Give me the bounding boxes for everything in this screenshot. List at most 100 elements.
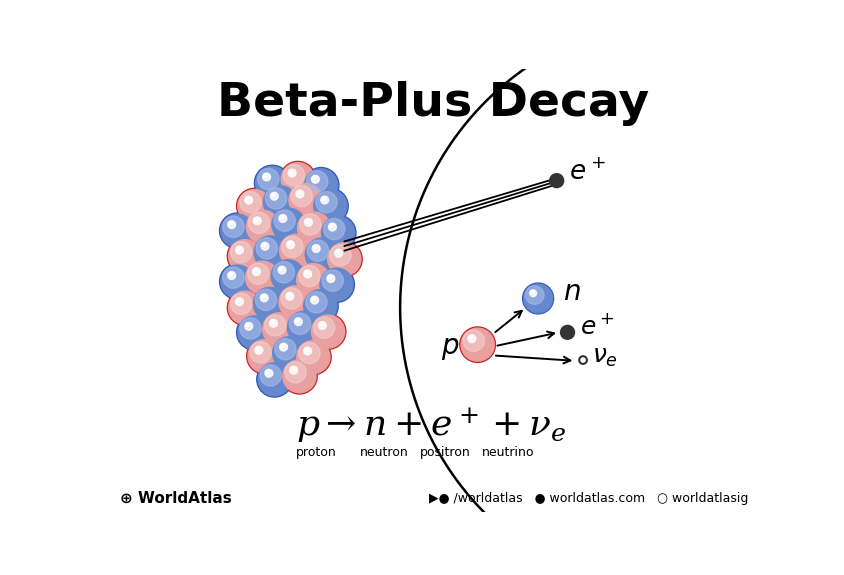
Circle shape bbox=[273, 336, 306, 370]
Text: $n$: $n$ bbox=[562, 278, 580, 306]
Text: ⊕ WorldAtlas: ⊕ WorldAtlas bbox=[120, 491, 231, 506]
Circle shape bbox=[220, 214, 254, 247]
Circle shape bbox=[237, 316, 271, 349]
Circle shape bbox=[290, 185, 312, 206]
Circle shape bbox=[312, 176, 316, 179]
Circle shape bbox=[236, 247, 240, 251]
Circle shape bbox=[303, 290, 337, 323]
Circle shape bbox=[240, 191, 261, 213]
Circle shape bbox=[320, 268, 353, 301]
Circle shape bbox=[270, 207, 306, 242]
Circle shape bbox=[311, 296, 318, 304]
Circle shape bbox=[279, 214, 286, 223]
Circle shape bbox=[254, 236, 287, 269]
Circle shape bbox=[236, 315, 272, 350]
Circle shape bbox=[270, 320, 274, 324]
Text: $p$: $p$ bbox=[440, 334, 458, 362]
Circle shape bbox=[327, 243, 360, 275]
Circle shape bbox=[302, 289, 338, 324]
Circle shape bbox=[296, 340, 329, 373]
Circle shape bbox=[269, 258, 306, 294]
Circle shape bbox=[230, 242, 252, 263]
Circle shape bbox=[305, 348, 308, 351]
Text: ▶● /worldatlas   ● worldatlas.com   ○ worldatlasig: ▶● /worldatlas ● worldatlas.com ○ worlda… bbox=[429, 492, 748, 505]
Text: Beta-Plus Decay: Beta-Plus Decay bbox=[216, 81, 648, 126]
Circle shape bbox=[287, 311, 320, 344]
Text: $p \rightarrow n + e^+ + \nu_e$: $p \rightarrow n + e^+ + \nu_e$ bbox=[295, 405, 565, 444]
Circle shape bbox=[287, 293, 290, 297]
Circle shape bbox=[529, 290, 536, 297]
Text: neutrino: neutrino bbox=[482, 446, 534, 459]
Circle shape bbox=[295, 319, 299, 322]
Circle shape bbox=[246, 197, 249, 201]
Circle shape bbox=[246, 261, 279, 294]
Circle shape bbox=[236, 298, 240, 302]
Circle shape bbox=[530, 290, 533, 293]
Circle shape bbox=[306, 171, 327, 192]
Circle shape bbox=[295, 190, 304, 198]
Circle shape bbox=[313, 317, 334, 338]
Circle shape bbox=[220, 265, 254, 298]
Circle shape bbox=[316, 191, 337, 213]
Text: $e^+$: $e^+$ bbox=[579, 315, 614, 339]
Circle shape bbox=[271, 260, 304, 293]
Circle shape bbox=[304, 237, 339, 273]
Circle shape bbox=[266, 370, 269, 374]
Circle shape bbox=[289, 183, 322, 216]
Circle shape bbox=[271, 335, 306, 371]
Circle shape bbox=[279, 343, 287, 351]
Circle shape bbox=[219, 264, 255, 299]
Circle shape bbox=[256, 167, 289, 200]
Circle shape bbox=[252, 268, 260, 275]
Circle shape bbox=[306, 219, 309, 223]
Circle shape bbox=[289, 313, 311, 335]
Circle shape bbox=[228, 291, 262, 324]
Circle shape bbox=[246, 323, 249, 327]
Circle shape bbox=[240, 318, 261, 339]
Circle shape bbox=[280, 344, 284, 347]
Circle shape bbox=[254, 165, 289, 201]
Circle shape bbox=[296, 263, 329, 297]
Circle shape bbox=[303, 167, 338, 203]
Circle shape bbox=[289, 366, 297, 374]
Circle shape bbox=[265, 187, 286, 209]
Circle shape bbox=[228, 221, 235, 229]
Circle shape bbox=[229, 273, 232, 276]
Circle shape bbox=[252, 286, 288, 321]
Circle shape bbox=[279, 267, 283, 270]
Circle shape bbox=[318, 321, 326, 329]
Circle shape bbox=[257, 363, 291, 396]
Circle shape bbox=[283, 360, 316, 393]
Circle shape bbox=[257, 362, 292, 397]
Circle shape bbox=[329, 224, 333, 227]
Circle shape bbox=[256, 237, 277, 259]
Circle shape bbox=[313, 246, 316, 249]
Text: $e^+$: $e^+$ bbox=[568, 160, 605, 186]
Circle shape bbox=[262, 173, 270, 181]
Circle shape bbox=[228, 271, 235, 279]
Circle shape bbox=[261, 242, 268, 250]
Circle shape bbox=[320, 215, 355, 251]
Circle shape bbox=[305, 238, 338, 271]
Circle shape bbox=[227, 290, 262, 325]
Circle shape bbox=[284, 362, 306, 383]
Circle shape bbox=[257, 168, 279, 190]
Circle shape bbox=[265, 369, 273, 377]
Circle shape bbox=[219, 213, 255, 248]
Circle shape bbox=[255, 346, 262, 354]
Circle shape bbox=[286, 241, 295, 248]
Circle shape bbox=[263, 186, 296, 218]
Circle shape bbox=[299, 266, 320, 287]
Circle shape bbox=[261, 294, 265, 298]
Circle shape bbox=[327, 275, 334, 282]
Circle shape bbox=[247, 263, 268, 285]
Circle shape bbox=[229, 221, 232, 225]
Circle shape bbox=[235, 298, 243, 305]
Circle shape bbox=[311, 244, 320, 252]
Text: neutron: neutron bbox=[360, 446, 408, 459]
Circle shape bbox=[263, 174, 267, 177]
Circle shape bbox=[279, 215, 284, 219]
Circle shape bbox=[248, 212, 269, 233]
Circle shape bbox=[245, 323, 252, 330]
Circle shape bbox=[281, 236, 303, 258]
